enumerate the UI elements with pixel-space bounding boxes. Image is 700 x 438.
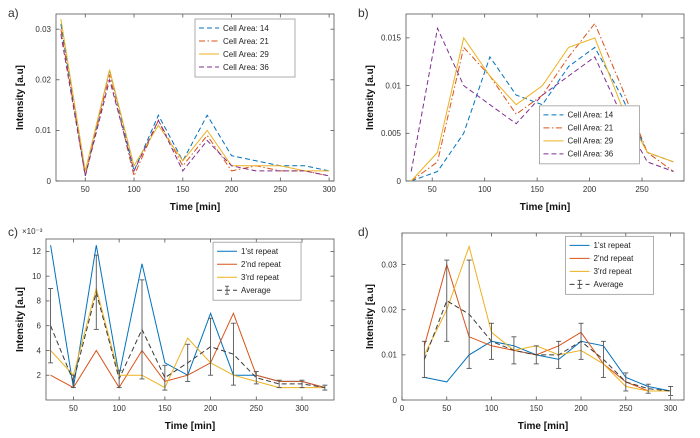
svg-text:150: 150 <box>176 185 190 194</box>
svg-text:3'rd repeat: 3'rd repeat <box>241 273 280 282</box>
svg-text:Cell Area: 29: Cell Area: 29 <box>567 137 613 146</box>
svg-text:4: 4 <box>37 346 42 355</box>
svg-text:150: 150 <box>158 404 172 413</box>
panel-letter-a: a) <box>8 6 19 20</box>
panel-b: b) 50 100 150 200 250 0 0.005 0.01 0.015 Time [mi… <box>350 0 700 219</box>
svg-text:Intensity [a.u]: Intensity [a.u] <box>365 65 376 130</box>
chart-a: 50 100 150 200 250 300 0 0.01 0.02 0.03 Time [min]… <box>12 4 344 219</box>
svg-text:0.01: 0.01 <box>385 81 401 90</box>
svg-text:Cell Area: 36: Cell Area: 36 <box>223 63 269 72</box>
svg-text:Intensity [a.u]: Intensity [a.u] <box>365 284 376 349</box>
svg-text:0.03: 0.03 <box>35 25 51 34</box>
svg-text:50: 50 <box>442 404 451 413</box>
panel-letter-d: d) <box>358 225 369 239</box>
svg-text:2'nd repeat: 2'nd repeat <box>241 260 282 269</box>
svg-text:10: 10 <box>32 272 41 281</box>
svg-text:Time [min]: Time [min] <box>170 202 220 213</box>
svg-text:Cell Area: 36: Cell Area: 36 <box>567 150 613 159</box>
svg-text:0.005: 0.005 <box>381 129 402 138</box>
svg-text:100: 100 <box>485 404 499 413</box>
svg-text:0.015: 0.015 <box>381 34 402 43</box>
svg-text:0: 0 <box>47 177 52 186</box>
svg-text:0.02: 0.02 <box>35 76 51 85</box>
svg-text:Cell Area: 14: Cell Area: 14 <box>223 24 269 33</box>
svg-text:250: 250 <box>250 404 264 413</box>
svg-text:1'st repeat: 1'st repeat <box>594 241 632 250</box>
svg-text:150: 150 <box>530 404 544 413</box>
svg-text:2'nd repeat: 2'nd repeat <box>594 254 635 263</box>
panel-letter-b: b) <box>358 6 369 20</box>
svg-text:250: 250 <box>619 404 633 413</box>
svg-text:100: 100 <box>127 185 141 194</box>
svg-text:50: 50 <box>428 185 437 194</box>
svg-text:12: 12 <box>32 247 41 256</box>
svg-text:1'st repeat: 1'st repeat <box>241 247 279 256</box>
svg-text:0: 0 <box>400 404 405 413</box>
svg-text:Average: Average <box>594 280 624 289</box>
svg-text:250: 250 <box>635 185 649 194</box>
svg-text:Time [min]: Time [min] <box>520 202 570 213</box>
chart-b: 50 100 150 200 250 0 0.005 0.01 0.015 Time [min] I… <box>362 4 694 219</box>
chart-d: 0 50 100 150 200 250 300 0 0.01 0.02 0.03 Time [min… <box>362 223 694 438</box>
svg-text:Cell Area: 21: Cell Area: 21 <box>223 37 269 46</box>
svg-text:0.02: 0.02 <box>381 306 397 315</box>
svg-text:200: 200 <box>225 185 239 194</box>
svg-text:×10⁻³: ×10⁻³ <box>22 227 43 236</box>
panel-a: a) 50 100 150 200 250 300 0 0.01 0.02 0.03 Time [m… <box>0 0 350 219</box>
svg-text:100: 100 <box>478 185 492 194</box>
chart-c: 50 100 150 200 250 300 2 4 6 8 10 12 ×10⁻³ Time [min]… <box>12 223 344 438</box>
svg-text:150: 150 <box>530 185 544 194</box>
svg-text:6: 6 <box>37 321 42 330</box>
svg-text:0.01: 0.01 <box>381 351 397 360</box>
svg-text:0.01: 0.01 <box>35 126 51 135</box>
panel-letter-c: c) <box>8 225 18 239</box>
svg-text:200: 200 <box>583 185 597 194</box>
svg-text:3'rd repeat: 3'rd repeat <box>594 267 633 276</box>
svg-text:200: 200 <box>574 404 588 413</box>
svg-text:300: 300 <box>664 404 678 413</box>
svg-text:200: 200 <box>204 404 218 413</box>
svg-text:Time [min]: Time [min] <box>518 421 568 432</box>
svg-text:2: 2 <box>37 371 42 380</box>
svg-text:Cell Area: 21: Cell Area: 21 <box>567 124 613 133</box>
svg-text:Intensity [a.u]: Intensity [a.u] <box>15 65 26 130</box>
svg-text:0: 0 <box>393 396 398 405</box>
svg-text:Time [min]: Time [min] <box>165 421 215 432</box>
svg-text:Intensity [a.u]: Intensity [a.u] <box>15 287 26 352</box>
panel-d: d) 0 50 100 150 200 250 300 0 0.01 0.02 0.03 Time [… <box>350 219 700 438</box>
svg-text:Cell Area: 14: Cell Area: 14 <box>567 111 613 120</box>
svg-text:100: 100 <box>112 404 126 413</box>
svg-text:0: 0 <box>397 177 402 186</box>
svg-text:300: 300 <box>295 404 309 413</box>
svg-text:300: 300 <box>322 185 336 194</box>
svg-text:50: 50 <box>81 185 90 194</box>
svg-text:250: 250 <box>274 185 288 194</box>
svg-text:Cell Area: 29: Cell Area: 29 <box>223 50 269 59</box>
panel-c: c) 50 100 150 200 250 300 2 4 6 8 10 12 ×10⁻³ Time [m… <box>0 219 350 438</box>
svg-text:50: 50 <box>69 404 78 413</box>
svg-text:Average: Average <box>241 286 271 295</box>
svg-text:0.03: 0.03 <box>381 260 397 269</box>
svg-text:8: 8 <box>37 297 42 306</box>
